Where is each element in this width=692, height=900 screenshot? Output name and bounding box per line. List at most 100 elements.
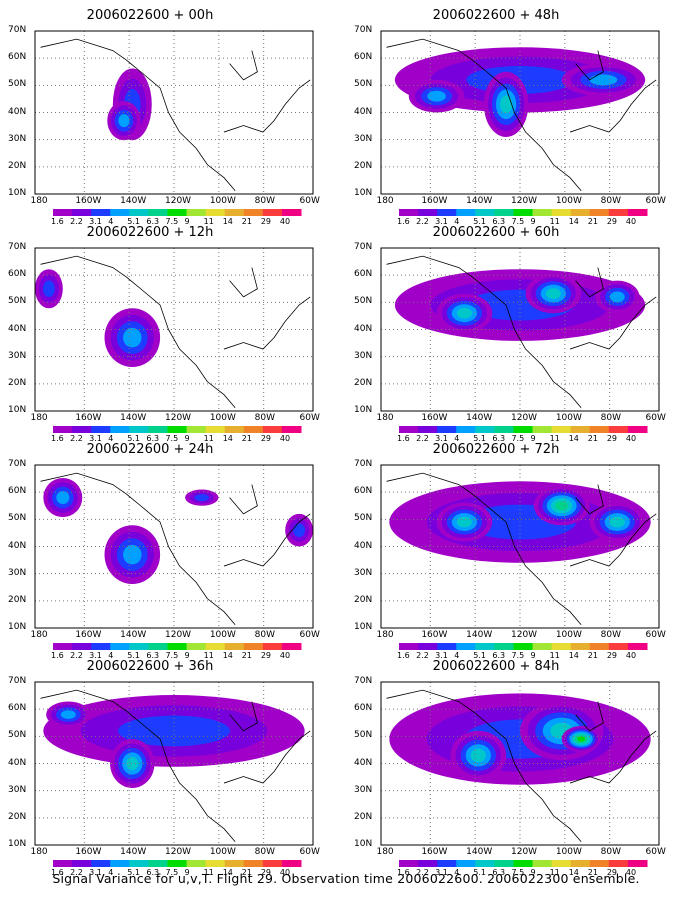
colorbar-label: 2.2 bbox=[416, 651, 429, 660]
colorbar-swatch bbox=[551, 643, 572, 650]
colorbar-label: 40 bbox=[279, 217, 291, 226]
colorbar-swatch bbox=[262, 860, 283, 867]
colorbar-label: 4 bbox=[454, 651, 460, 660]
colorbar-label: 11 bbox=[549, 434, 560, 443]
colorbar-label: 3.1 bbox=[435, 651, 448, 660]
colorbar-label: 5.1 bbox=[127, 651, 141, 660]
lat-tick-label: 70N bbox=[354, 676, 373, 686]
lon-tick-label: 100W bbox=[555, 847, 582, 857]
panel-title: 2006022600 + 36h bbox=[86, 659, 214, 674]
colorbar-label: 3.1 bbox=[89, 651, 102, 660]
lat-tick-label: 30N bbox=[8, 133, 27, 144]
lon-tick-label: 100W bbox=[555, 196, 582, 206]
map-panel: 2006022600 + 60h 70N 60N 50N 40N 30N 20N 10N 180… bbox=[346, 225, 666, 443]
colorbar-swatch bbox=[399, 643, 419, 650]
lon-tick-label: 100W bbox=[209, 847, 236, 857]
colorbar-swatch bbox=[186, 426, 207, 433]
variance-shading bbox=[470, 748, 486, 763]
colorbar-swatch bbox=[72, 860, 92, 867]
colorbar-swatch bbox=[570, 209, 591, 216]
colorbar-label: 21 bbox=[587, 217, 598, 226]
lon-tick-label: 160W bbox=[75, 413, 102, 423]
map-panel: 2006022600 + 72h 70N 60N 50N 40N 30N 20N 10N 180… bbox=[346, 442, 666, 660]
lon-tick-label: 80W bbox=[254, 413, 276, 423]
colorbar-swatch bbox=[110, 209, 130, 216]
colorbar-swatch bbox=[224, 643, 245, 650]
lon-tick-label: 160W bbox=[421, 413, 448, 423]
colorbar-swatch bbox=[148, 643, 168, 650]
colorbar-swatch bbox=[418, 643, 438, 650]
colorbar-label: 7.5 bbox=[165, 651, 179, 660]
lon-tick-label: 180 bbox=[376, 630, 394, 640]
colorbar-label: 1.6 bbox=[51, 651, 64, 660]
colorbar-swatch bbox=[570, 643, 591, 650]
colorbar-label: 14 bbox=[568, 868, 579, 877]
colorbar-label: 14 bbox=[222, 217, 233, 226]
colorbar-swatch bbox=[110, 643, 130, 650]
colorbar-swatch bbox=[589, 643, 610, 650]
lon-tick-label: 180 bbox=[376, 196, 394, 206]
lat-tick-label: 70N bbox=[354, 25, 373, 35]
lat-tick-label: 30N bbox=[354, 784, 373, 795]
lat-tick-label: 60N bbox=[8, 703, 27, 714]
panel-title: 2006022600 + 48h bbox=[432, 8, 560, 23]
map-panel: 2006022600 + 24h 70N 60N 50N 40N 30N 20N 10N 180… bbox=[0, 442, 320, 660]
coastline bbox=[386, 689, 657, 842]
colorbar-swatch bbox=[475, 643, 495, 650]
colorbar-label: 1.6 bbox=[51, 868, 64, 877]
colorbar-label: 7.5 bbox=[165, 434, 179, 443]
colorbar-swatch bbox=[589, 426, 610, 433]
lat-tick-label: 70N bbox=[8, 25, 27, 35]
lat-tick-label: 10N bbox=[8, 622, 27, 632]
colorbar-label: 4 bbox=[108, 651, 114, 660]
colorbar-swatch bbox=[262, 426, 283, 433]
lon-tick-label: 100W bbox=[209, 630, 236, 640]
colorbar-label: 1.6 bbox=[397, 651, 410, 660]
colorbar-label: 2.2 bbox=[70, 868, 83, 877]
colorbar-label: 9 bbox=[530, 217, 536, 226]
colorbar-label: 21 bbox=[587, 651, 598, 660]
colorbar-swatch bbox=[224, 426, 245, 433]
colorbar-label: 29 bbox=[606, 217, 618, 226]
map-frame bbox=[380, 681, 660, 846]
colorbar-label: 14 bbox=[568, 434, 579, 443]
colorbar-swatch bbox=[148, 209, 168, 216]
coastline bbox=[386, 472, 657, 625]
variance-shading bbox=[577, 736, 586, 742]
colorbar-label: 2.2 bbox=[416, 868, 429, 877]
lon-tick-label: 80W bbox=[254, 630, 276, 640]
lat-tick-label: 60N bbox=[8, 486, 27, 497]
colorbar-label: 9 bbox=[184, 868, 190, 877]
colorbar-swatch bbox=[551, 426, 572, 433]
lon-tick-label: 160W bbox=[75, 196, 102, 206]
colorbar-swatch bbox=[281, 860, 302, 867]
colorbar-label: 4 bbox=[108, 868, 114, 877]
colorbar-label: 6.3 bbox=[492, 217, 506, 226]
variance-shading bbox=[456, 516, 472, 528]
colorbar-label: 5.1 bbox=[473, 868, 487, 877]
lon-tick-label: 100W bbox=[555, 630, 582, 640]
colorbar-swatch bbox=[186, 860, 207, 867]
variance-shading bbox=[427, 90, 446, 102]
colorbar-swatch bbox=[570, 426, 591, 433]
map-panel: 2006022600 + 84h 70N 60N 50N 40N 30N 20N 10N 180… bbox=[346, 659, 666, 877]
colorbar-label: 29 bbox=[606, 868, 618, 877]
lat-tick-label: 10N bbox=[8, 188, 27, 198]
lat-tick-label: 30N bbox=[354, 567, 373, 578]
colorbar-label: 4 bbox=[454, 434, 460, 443]
colorbar-swatch bbox=[72, 426, 92, 433]
colorbar-swatch bbox=[475, 426, 495, 433]
map-plot bbox=[34, 681, 314, 867]
lon-tick-label: 180 bbox=[376, 847, 394, 857]
lat-tick-label: 70N bbox=[8, 459, 27, 469]
lon-tick-label: 120W bbox=[511, 196, 538, 206]
colorbar-label: 6.3 bbox=[146, 217, 160, 226]
lat-tick-label: 30N bbox=[8, 567, 27, 578]
lon-tick-label: 140W bbox=[120, 630, 147, 640]
colorbar-swatch bbox=[224, 209, 245, 216]
lon-tick-label: 80W bbox=[600, 413, 622, 423]
colorbar-swatch bbox=[437, 643, 457, 650]
map-frame bbox=[34, 247, 314, 412]
colorbar-label: 6.3 bbox=[492, 434, 506, 443]
lon-tick-label: 180 bbox=[30, 630, 48, 640]
